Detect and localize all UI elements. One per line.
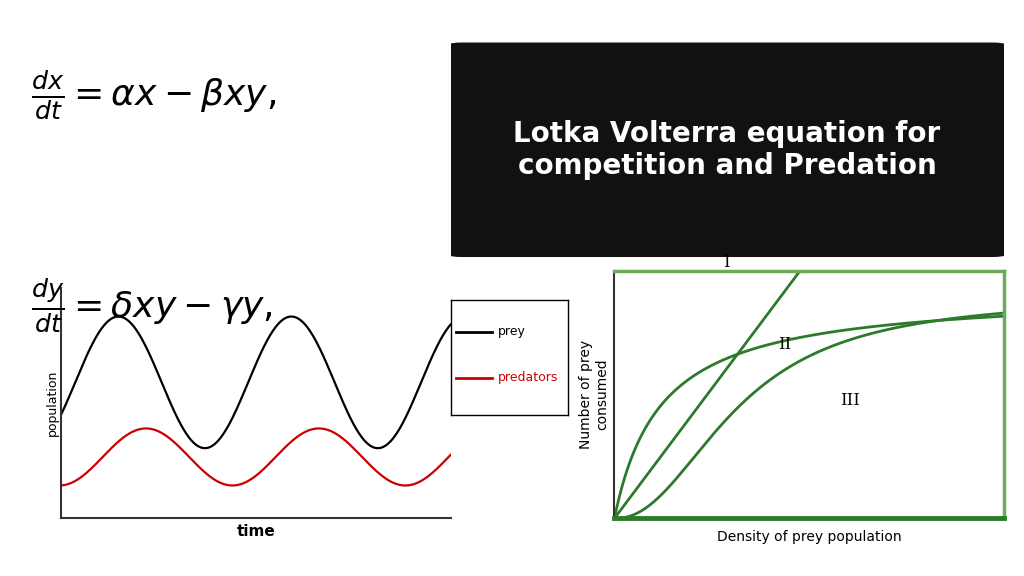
Text: Lotka Volterra equation for
competition and Predation: Lotka Volterra equation for competition … [513, 120, 941, 180]
Text: predators: predators [498, 372, 558, 384]
Text: III: III [840, 392, 860, 409]
Text: $\frac{dy}{dt} = \delta xy - \gamma y,$: $\frac{dy}{dt} = \delta xy - \gamma y,$ [31, 276, 272, 334]
X-axis label: time: time [237, 524, 275, 539]
Text: $\frac{dx}{dt} = \alpha x - \beta xy,$: $\frac{dx}{dt} = \alpha x - \beta xy,$ [31, 69, 275, 123]
Text: II: II [778, 336, 792, 353]
FancyBboxPatch shape [439, 43, 1015, 257]
X-axis label: Density of prey population: Density of prey population [717, 529, 901, 544]
Y-axis label: population: population [46, 370, 58, 437]
Text: prey: prey [498, 325, 525, 338]
Y-axis label: Number of prey
consumed: Number of prey consumed [579, 340, 609, 449]
Text: I: I [723, 253, 730, 271]
